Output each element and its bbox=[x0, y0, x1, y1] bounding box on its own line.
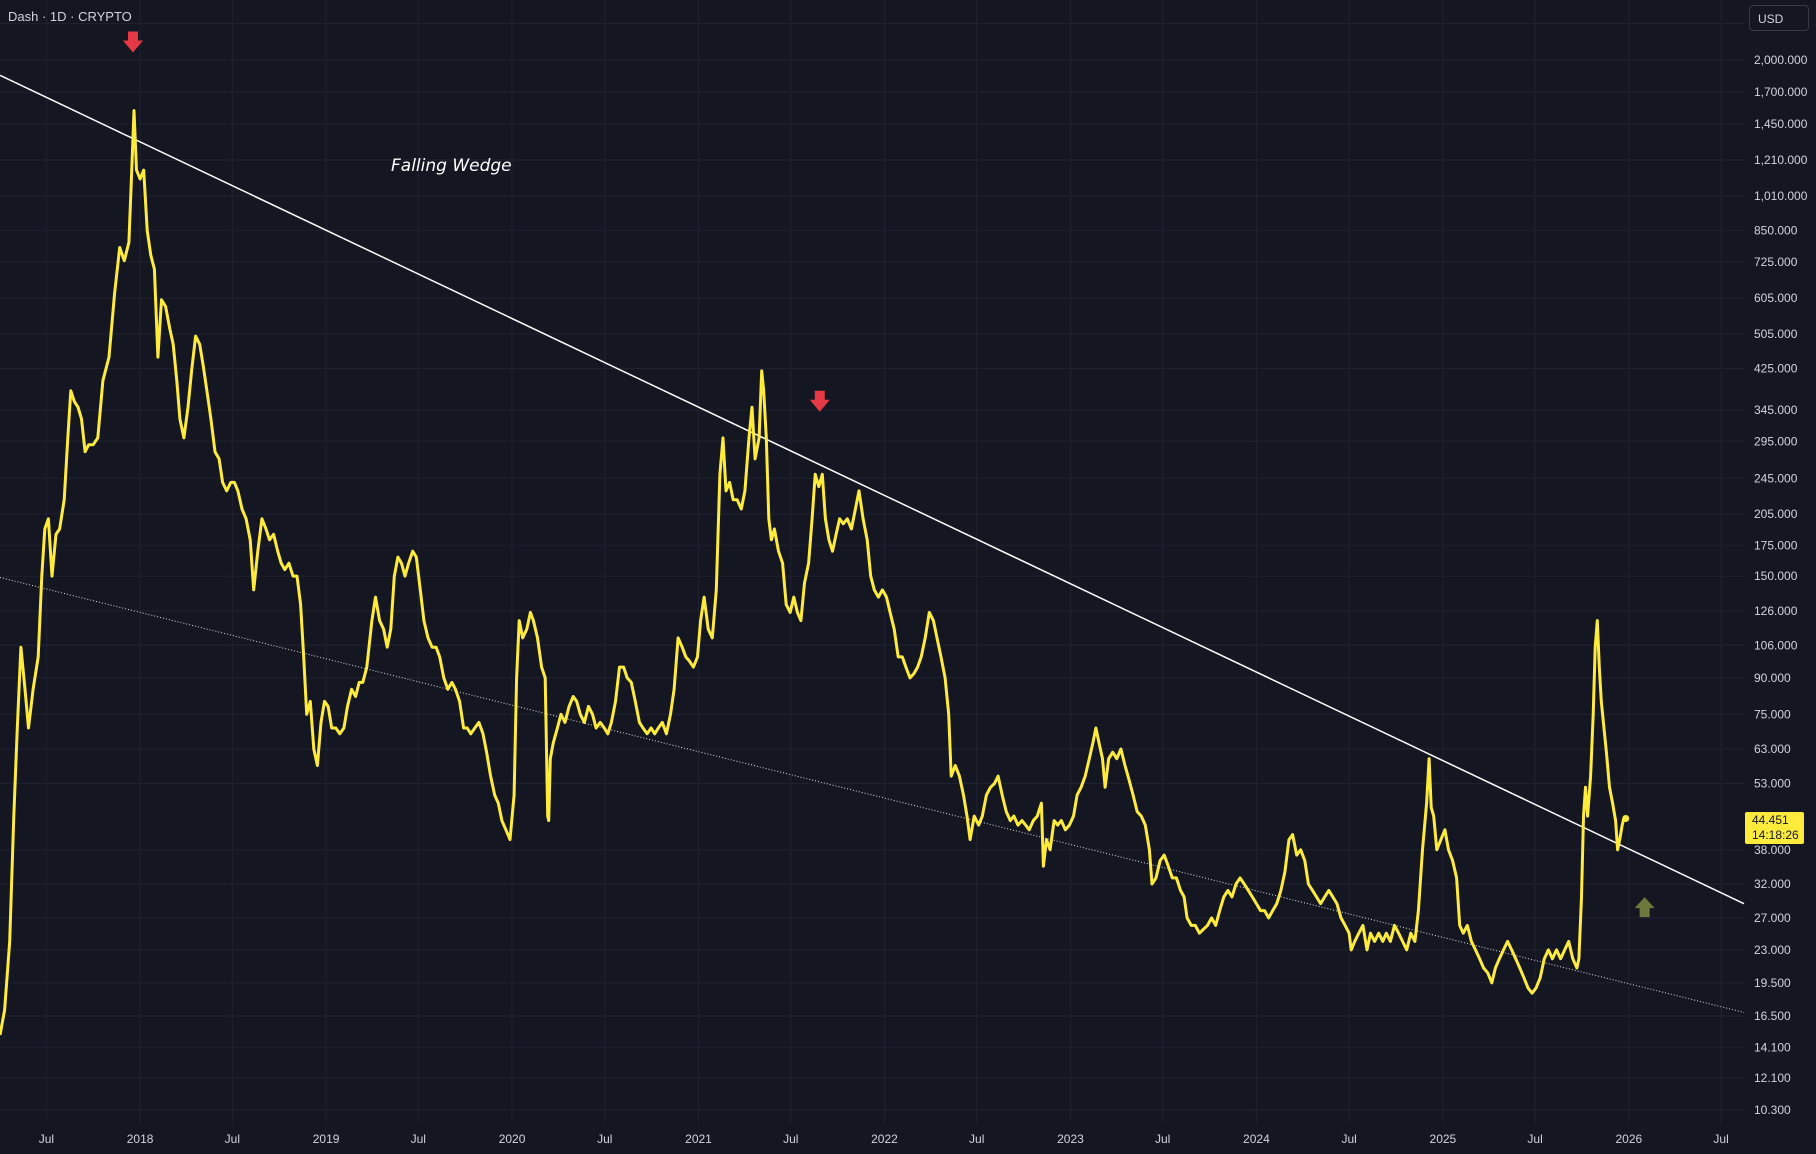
time-axis[interactable]: Jul 2018 Jul 2019 Jul 2020 Jul 2021 Jul 2022 Jul 20… bbox=[39, 1132, 1729, 1146]
x-tick-label: 2026 bbox=[1616, 1132, 1643, 1146]
y-tick-label: 38.000 bbox=[1754, 843, 1791, 857]
x-tick-label: Jul bbox=[411, 1132, 426, 1146]
price-line bbox=[0, 109, 1626, 1036]
x-tick-label: Jul bbox=[783, 1132, 798, 1146]
lower-trendline bbox=[0, 576, 1745, 1013]
arrow-down-icon bbox=[122, 31, 143, 53]
x-tick-label: Jul bbox=[1527, 1132, 1542, 1146]
y-tick-label: 245.000 bbox=[1754, 471, 1798, 485]
x-tick-label: Jul bbox=[1341, 1132, 1356, 1146]
y-tick-label: 106.000 bbox=[1754, 638, 1798, 652]
signal-markers bbox=[122, 31, 1655, 918]
x-tick-label: 2018 bbox=[127, 1132, 154, 1146]
y-tick-label: 725.000 bbox=[1754, 255, 1798, 269]
x-tick-label: Jul bbox=[1155, 1132, 1170, 1146]
y-tick-label: 605.000 bbox=[1754, 291, 1798, 305]
y-tick-label: 23.000 bbox=[1754, 943, 1791, 957]
y-tick-label: 53.000 bbox=[1754, 776, 1791, 790]
symbol-title: Dash · 1D · CRYPTO bbox=[8, 9, 132, 24]
x-tick-label: Jul bbox=[225, 1132, 240, 1146]
y-tick-label: 1,450.000 bbox=[1754, 117, 1808, 131]
x-tick-label: 2022 bbox=[871, 1132, 898, 1146]
x-tick-label: 2025 bbox=[1430, 1132, 1457, 1146]
y-tick-label: 1,010.000 bbox=[1754, 189, 1808, 203]
y-tick-label: 505.000 bbox=[1754, 327, 1798, 341]
currency-button[interactable]: USD bbox=[1749, 5, 1809, 31]
y-tick-label: 90.000 bbox=[1754, 671, 1791, 685]
y-tick-label: 425.000 bbox=[1754, 362, 1798, 376]
y-tick-label: 63.000 bbox=[1754, 742, 1791, 756]
y-tick-label: 1,210.000 bbox=[1754, 153, 1808, 167]
last-price-dot bbox=[1622, 815, 1630, 823]
y-tick-label: 27.000 bbox=[1754, 911, 1791, 925]
x-tick-label: 2021 bbox=[685, 1132, 712, 1146]
falling-wedge-label: Falling Wedge bbox=[391, 156, 512, 176]
last-price-tag: 44.451 14:18:26 bbox=[1745, 812, 1804, 844]
y-tick-label: 345.000 bbox=[1754, 403, 1798, 417]
y-tick-label: 32.000 bbox=[1754, 877, 1791, 891]
y-tick-label: 10.300 bbox=[1754, 1103, 1791, 1117]
x-tick-label: Jul bbox=[597, 1132, 612, 1146]
y-tick-label: 1,700.000 bbox=[1754, 85, 1808, 99]
x-tick-label: 2023 bbox=[1057, 1132, 1084, 1146]
bar-countdown: 14:18:26 bbox=[1752, 828, 1799, 842]
y-tick-label: 295.000 bbox=[1754, 434, 1798, 448]
y-tick-label: 14.100 bbox=[1754, 1040, 1791, 1054]
x-tick-label: Jul bbox=[969, 1132, 984, 1146]
x-tick-label: 2019 bbox=[313, 1132, 340, 1146]
x-tick-label: 2020 bbox=[499, 1132, 526, 1146]
x-tick-label: Jul bbox=[1713, 1132, 1728, 1146]
price-series bbox=[0, 109, 1630, 1036]
y-tick-label: 12.100 bbox=[1754, 1071, 1791, 1085]
trendlines bbox=[0, 74, 1745, 1013]
y-tick-label: 19.500 bbox=[1754, 976, 1791, 990]
y-tick-label: 75.000 bbox=[1754, 707, 1791, 721]
y-tick-label: 2,000.000 bbox=[1754, 53, 1808, 67]
y-tick-label: 175.000 bbox=[1754, 538, 1798, 552]
arrow-up-icon bbox=[1634, 897, 1655, 918]
x-tick-label: 2024 bbox=[1243, 1132, 1270, 1146]
last-price-value: 44.451 bbox=[1752, 813, 1789, 827]
chart-grid bbox=[0, 0, 1744, 1124]
price-axis[interactable]: 2,400.0002,000.0001,700.0001,450.0001,21… bbox=[1754, 16, 1808, 1116]
x-tick-label: Jul bbox=[39, 1132, 54, 1146]
y-tick-label: 850.000 bbox=[1754, 223, 1798, 237]
y-tick-label: 16.500 bbox=[1754, 1009, 1791, 1023]
y-tick-label: 126.000 bbox=[1754, 604, 1798, 618]
y-tick-label: 150.000 bbox=[1754, 569, 1798, 583]
upper-trendline bbox=[0, 74, 1745, 905]
arrow-down-icon bbox=[809, 390, 830, 412]
y-tick-label: 205.000 bbox=[1754, 507, 1798, 521]
